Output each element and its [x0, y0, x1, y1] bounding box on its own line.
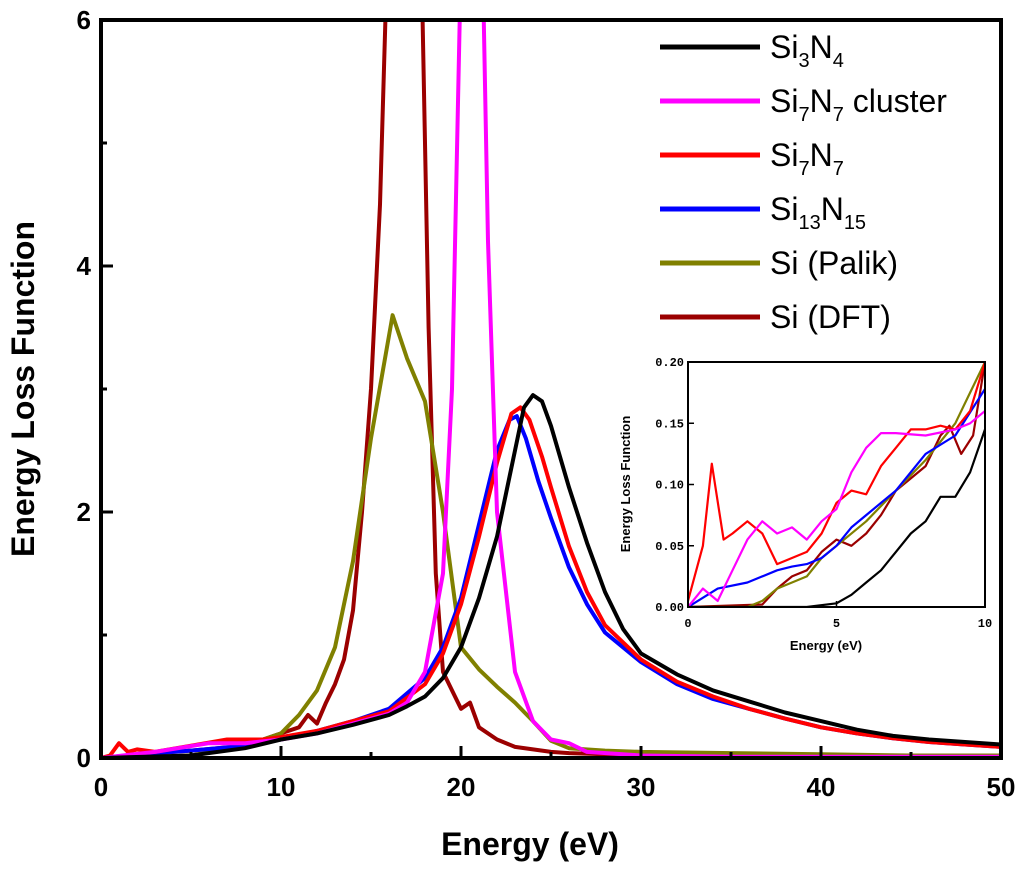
inset-series-line-si13n15	[688, 387, 985, 607]
legend-label-si7n7: Si7N7	[770, 137, 844, 180]
legend-label-part: N	[810, 29, 833, 65]
legend-label-part: 3	[798, 50, 809, 72]
x-tick-label: 10	[267, 772, 296, 802]
legend-label-part: Si	[770, 83, 798, 119]
y-tick-label: 4	[77, 251, 92, 281]
legend-label-part: Si (DFT)	[770, 299, 891, 335]
legend-label-part: Si	[770, 137, 798, 173]
legend-label-si3n4: Si3N4	[770, 29, 844, 72]
legend-label-part: 4	[833, 50, 844, 72]
y-axis-title: Energy Loss Function	[5, 221, 41, 557]
x-axis-title: Energy (eV)	[441, 826, 619, 862]
main-series-group	[101, 20, 1001, 758]
inset-y-tick-label: 0.15	[655, 417, 684, 431]
legend-label-part: Si	[770, 29, 798, 65]
inset-y-axis-title: Energy Loss Function	[618, 416, 633, 553]
inset-series-line-si7n7-cluster	[688, 409, 985, 607]
series-line-si-palik	[101, 313, 1001, 758]
legend-label-part: N	[810, 137, 833, 173]
inset-background	[688, 362, 985, 607]
series-line-si-dft	[101, 20, 1001, 758]
inset-y-tick-label: 0.05	[655, 540, 684, 554]
legend-label-part: 7	[798, 158, 809, 180]
x-tick-label: 30	[627, 772, 656, 802]
inset-series-line-si7n7	[688, 362, 985, 602]
x-tick-label: 0	[94, 772, 108, 802]
inset-y-tick-label: 0.10	[655, 479, 684, 493]
legend-label-part: cluster	[844, 83, 947, 119]
inset-x-tick-label: 5	[833, 617, 840, 631]
y-tick-label: 2	[77, 497, 91, 527]
inset-y-tick-label: 0.20	[655, 356, 684, 370]
x-tick-label: 20	[447, 772, 476, 802]
inset-series-group	[688, 362, 985, 607]
legend-label-part: 15	[844, 212, 866, 234]
y-tick-label: 0	[77, 743, 91, 773]
x-tick-label: 40	[807, 772, 836, 802]
legend-label-part: N	[810, 83, 833, 119]
legend-label-part: Si (Palik)	[770, 245, 898, 281]
legend-label-part: 7	[833, 158, 844, 180]
y-tick-label: 6	[77, 5, 91, 35]
legend-label-part: N	[821, 191, 844, 227]
legend-label-part: Si	[770, 191, 798, 227]
legend-label-part: 7	[833, 104, 844, 126]
series-line-si3n4	[101, 393, 1001, 758]
legend-label-part: 7	[798, 104, 809, 126]
inset-ticks: 0 5 10 0.00 0.05 0.10 0.15 0.20	[655, 356, 992, 631]
inset-x-tick-label: 0	[684, 617, 691, 631]
x-tick-label: 50	[987, 772, 1016, 802]
legend-label-part: 13	[798, 212, 820, 234]
inset-x-tick-label: 10	[978, 617, 992, 631]
legend-label-si-dft: Si (DFT)	[770, 299, 891, 335]
legend-label-si13n15: Si13N15	[770, 191, 866, 234]
legend-label-si7n7-cluster: Si7N7 cluster	[770, 83, 947, 126]
inset-y-tick-label: 0.00	[655, 601, 684, 615]
inset-x-axis-title: Energy (eV)	[790, 638, 862, 653]
legend-label-si-palik: Si (Palik)	[770, 245, 898, 281]
